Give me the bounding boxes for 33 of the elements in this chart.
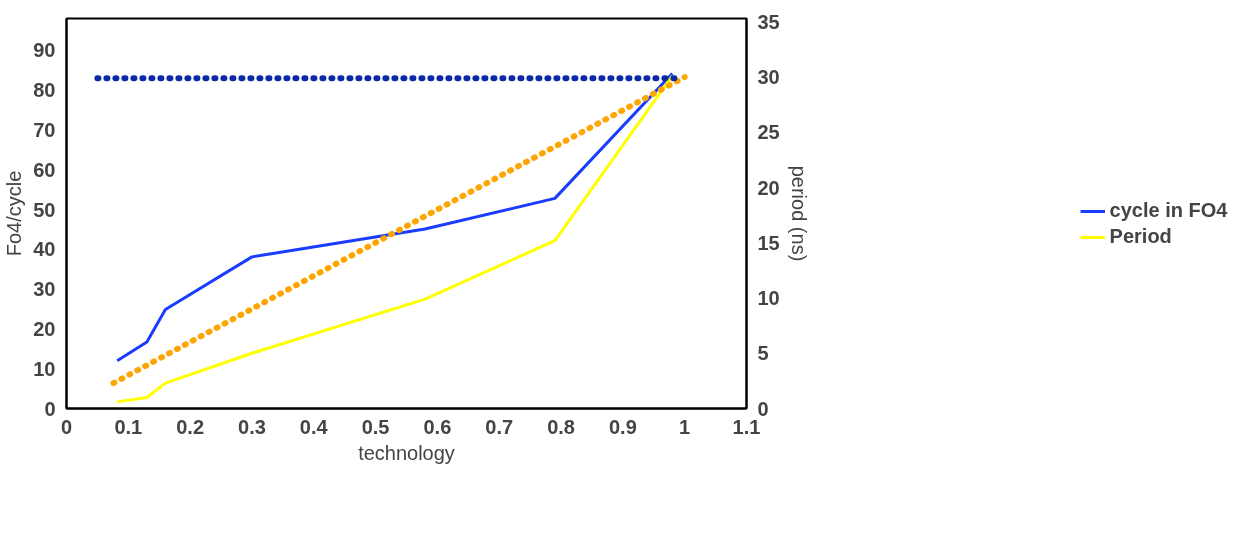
y2-tick-label: 15: [757, 231, 780, 254]
y-tick-label: 10: [33, 357, 56, 380]
y2-axis-title: period (ns): [787, 165, 810, 262]
x-tick-label: 0.4: [299, 415, 329, 438]
y-tick-label: 30: [33, 278, 56, 301]
x-tick-label: 0.9: [608, 415, 637, 438]
y-tick-label: 0: [44, 397, 56, 420]
y-axis-title: Fo4/cycle: [3, 170, 26, 257]
x-tick-label: 0: [60, 415, 73, 438]
x-tick-label: 0.2: [176, 415, 205, 438]
x-tick-label: 0.1: [114, 415, 143, 438]
x-tick-label: 1: [679, 415, 691, 438]
y2-tick-label: 30: [757, 66, 780, 89]
y-tick-label: 90: [33, 39, 56, 62]
x-tick-label: 0.3: [238, 415, 266, 438]
x-tick-label: 0.8: [547, 415, 575, 438]
x-tick-label: 0.6: [423, 415, 452, 438]
y2-tick-label: 5: [757, 342, 769, 365]
y-tick-label: 40: [33, 238, 56, 261]
y2-tick-label: 10: [757, 287, 780, 310]
legend-label: Period: [1109, 225, 1172, 248]
y2-tick-label: 20: [757, 176, 780, 199]
legend-label: cycle in FO4: [1109, 199, 1228, 222]
x-tick-label: 0.5: [361, 415, 390, 438]
y2-tick-label: 35: [757, 10, 780, 33]
y-tick-label: 60: [33, 158, 56, 181]
y2-tick-label: 25: [757, 121, 780, 144]
y-tick-label: 20: [33, 317, 56, 340]
y-tick-label: 70: [33, 118, 56, 141]
x-tick-label: 0.7: [485, 415, 514, 438]
y-tick-label: 50: [33, 198, 56, 221]
x-axis-title: technology: [358, 441, 455, 464]
y-tick-label: 80: [33, 79, 56, 102]
